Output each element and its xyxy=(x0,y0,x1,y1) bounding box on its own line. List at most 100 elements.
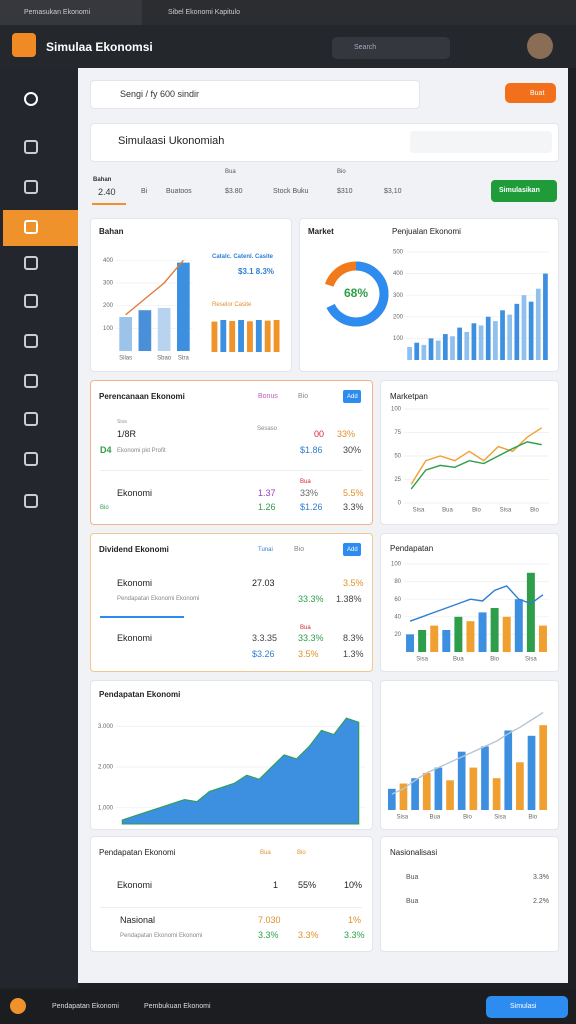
label: Simulaa Ekonomsi xyxy=(46,40,153,54)
donut-value xyxy=(323,261,389,327)
bar xyxy=(418,630,427,652)
bar xyxy=(543,273,548,360)
area xyxy=(121,717,360,825)
y-tick-label: 0 xyxy=(398,501,402,507)
sidebar-icon[interactable] xyxy=(24,334,38,348)
sidebar-icon[interactable] xyxy=(24,412,38,426)
label: 7.030 xyxy=(258,915,281,925)
y-tick-label: 300 xyxy=(393,293,404,299)
label: 1.3% xyxy=(343,649,364,659)
y-tick-label: 200 xyxy=(393,314,404,320)
taskbar-button[interactable] xyxy=(486,996,568,1018)
sidebar-icon[interactable] xyxy=(24,140,38,154)
x-tick-label: Sisa xyxy=(396,815,408,821)
x-tick-label: Bua xyxy=(453,657,464,663)
bar xyxy=(157,307,171,351)
sidebar-icon[interactable] xyxy=(24,256,38,270)
sidebar-icon[interactable] xyxy=(24,220,38,234)
bar xyxy=(255,320,262,352)
y-tick-label: 1.000 xyxy=(98,805,114,811)
y-tick-label: 25 xyxy=(394,477,401,483)
bar xyxy=(450,336,455,360)
label: $1.26 xyxy=(300,502,323,512)
label: 3.3% xyxy=(343,502,364,512)
label: Sisa xyxy=(117,419,127,425)
label: 27.03 xyxy=(252,578,275,588)
add-button[interactable] xyxy=(343,543,361,556)
x-tick-label: Bio xyxy=(472,508,481,514)
bar xyxy=(220,320,227,352)
label: Add xyxy=(347,394,358,400)
y-tick-label: 80 xyxy=(394,579,401,585)
bar xyxy=(211,321,218,352)
tab-active[interactable] xyxy=(0,0,142,25)
bar xyxy=(535,288,541,360)
x-tick-label: Silas xyxy=(119,356,132,362)
bar xyxy=(446,780,454,810)
x-tick-label: Bio xyxy=(463,815,472,821)
label: 3.3% xyxy=(344,930,365,940)
search-box[interactable] xyxy=(332,37,450,59)
panel xyxy=(90,380,373,525)
label: 33.3% xyxy=(298,594,324,604)
label: Penjualan Ekonomi xyxy=(392,227,461,236)
bar xyxy=(514,599,523,652)
label: $1.86 xyxy=(300,445,323,455)
label: D4 xyxy=(100,445,112,455)
label: 8.3% xyxy=(343,633,364,643)
sidebar-icon[interactable] xyxy=(24,452,38,466)
search-field[interactable] xyxy=(410,131,552,153)
bar xyxy=(406,634,415,652)
bar xyxy=(411,778,419,810)
label: 3.3% xyxy=(533,874,549,881)
label: Market xyxy=(308,227,334,236)
bar xyxy=(387,788,396,810)
x-tick-label: Sisa xyxy=(413,508,425,514)
y-tick-label: 400 xyxy=(103,258,114,264)
label: Nasional xyxy=(120,915,156,925)
donut-label: 68% xyxy=(344,286,368,300)
taskbar-start[interactable] xyxy=(10,998,26,1014)
label: Sesaso xyxy=(257,426,278,432)
label: 33% xyxy=(337,429,356,439)
sidebar-icon[interactable] xyxy=(24,92,38,106)
bar xyxy=(526,572,535,652)
label: Bahan xyxy=(99,227,124,236)
sidebar-icon[interactable] xyxy=(24,374,38,388)
bar xyxy=(434,767,443,810)
label: Ekonomi xyxy=(117,488,153,498)
sidebar-icon[interactable] xyxy=(24,494,38,508)
label: Simulasi xyxy=(510,1003,537,1010)
x-tick-label: Sbao xyxy=(157,356,172,362)
logo xyxy=(12,33,36,57)
bar xyxy=(538,625,547,652)
sidebar-icon[interactable] xyxy=(24,294,38,308)
bar xyxy=(457,751,466,810)
y-tick-label: 100 xyxy=(393,336,404,342)
bar xyxy=(407,347,412,360)
label: 00 xyxy=(314,429,325,439)
divider xyxy=(100,907,362,908)
y-tick-label: 2.000 xyxy=(98,765,114,771)
label: Pemasukan Ekonomi xyxy=(24,9,91,16)
panel xyxy=(90,533,373,672)
label: Bio xyxy=(100,505,109,511)
bar xyxy=(273,320,280,352)
app-header xyxy=(0,25,576,68)
sidebar-active[interactable] xyxy=(3,210,78,246)
sidebar-icon[interactable] xyxy=(24,180,38,194)
avatar[interactable] xyxy=(527,33,553,59)
toolbar-button[interactable] xyxy=(505,83,556,103)
label: Bio xyxy=(337,169,346,175)
label: Bio xyxy=(298,393,309,400)
label: Bua xyxy=(300,479,311,485)
run-button[interactable] xyxy=(491,180,557,202)
label: Perencanaan Ekonomi xyxy=(99,392,185,401)
add-button[interactable] xyxy=(343,390,361,403)
label: 5.5% xyxy=(343,488,364,498)
y-tick-label: 400 xyxy=(393,271,404,277)
bar xyxy=(442,630,451,652)
label: Pendapatan Ekonomi xyxy=(99,848,176,857)
label: Pendapatan Ekonomi Ekonomi xyxy=(120,933,203,939)
